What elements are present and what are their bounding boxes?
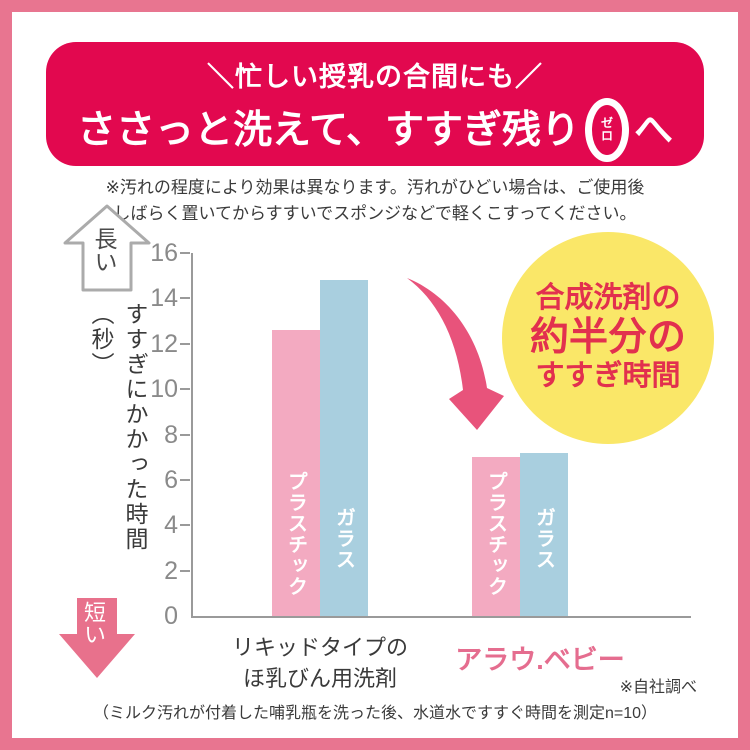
axis-long-label: 長い (91, 227, 117, 273)
callout-line1: 合成洗剤の (535, 282, 681, 315)
category-label-arau-baby: アラウ.ベビー (455, 645, 625, 675)
bar-group2-plastic (472, 457, 520, 616)
method-footnote: （ミルク汚れが付着した哺乳瓶を洗った後、水道水ですすぐ時間を測定n=10） (92, 705, 658, 722)
disclaimer-line2: しばらく置いてからすすいでスポンジなどで軽くこすってください。 (113, 204, 637, 224)
y-tick-label-10: 10 (150, 375, 178, 404)
category-label-liquid-type: リキッドタイプの ほ乳びん用洗剤 (195, 633, 445, 695)
banner-headline: ささっと洗えて、すすぎ残り ゼ ロ へ (46, 98, 704, 162)
y-tick-mark-2 (180, 569, 190, 572)
category1-line2: ほ乳びん用洗剤 (242, 665, 397, 691)
y-axis-title: すすぎにかかった時間（秒） (88, 302, 148, 552)
bar-label-glass-group2: ガラス (532, 506, 555, 570)
short-down-arrow-icon (59, 598, 135, 678)
y-tick-mark-8 (180, 433, 190, 436)
long-up-arrow-icon (63, 204, 151, 292)
y-tick-label-0: 0 (164, 602, 178, 630)
y-tick-mark-4 (180, 524, 190, 527)
category1-line1: リキッドタイプの (231, 635, 408, 660)
y-tick-label-6: 6 (164, 465, 178, 494)
bar-label-glass-group1: ガラス (332, 506, 355, 570)
headline-suffix: へ (634, 108, 674, 152)
y-tick-label-2: 2 (164, 556, 178, 585)
y-tick-mark-14 (180, 297, 190, 300)
bar-group1-plastic (272, 330, 320, 616)
callout-line3: すすぎ時間 (535, 360, 681, 393)
swoosh-arrow-icon (407, 278, 504, 430)
y-tick-label-4: 4 (164, 511, 178, 540)
y-tick-label-14: 14 (150, 284, 178, 313)
x-axis-line (191, 616, 691, 618)
zero-furigana-bottom: ロ (601, 129, 614, 143)
headline-prefix: ささっと洗えて、すすぎ残り (76, 108, 581, 152)
y-tick-label-8: 8 (164, 420, 178, 449)
y-tick-mark-12 (180, 342, 190, 345)
callout-line2: 約半分の (529, 315, 686, 359)
half-time-callout: 合成洗剤の 約半分の すすぎ時間 (502, 232, 714, 444)
y-tick-label-16: 16 (150, 239, 178, 267)
headline-banner: ＼忙しい授乳の合間にも／ ささっと洗えて、すすぎ残り ゼ ロ へ (46, 42, 704, 166)
bar-label-plastic-group1: プラスチック (284, 471, 307, 597)
bar-group1-glass (320, 280, 368, 616)
disclaimer-note: ※汚れの程度により効果は異なります。汚れがひどい場合は、ご使用後 しばらく置いて… (0, 175, 750, 228)
y-tick-mark-16 (180, 252, 190, 254)
zero-furigana-top: ゼ (601, 116, 614, 131)
zero-badge-icon: ゼ ロ (585, 98, 630, 162)
disclaimer-line1: ※汚れの程度により効果は異なります。汚れがひどい場合は、ご使用後 (105, 178, 645, 197)
axis-short-label: 短い (81, 601, 106, 645)
y-tick-mark-6 (180, 478, 190, 481)
y-axis-line (191, 253, 193, 618)
bar-group2-glass (520, 452, 568, 616)
y-tick-label-12: 12 (150, 329, 178, 358)
banner-tagline: ＼忙しい授乳の合間にも／ (207, 62, 543, 92)
y-tick-mark-10 (180, 388, 190, 391)
bar-label-plastic-group2: プラスチック (484, 471, 507, 597)
source-footnote: ※自社調べ (619, 679, 697, 696)
